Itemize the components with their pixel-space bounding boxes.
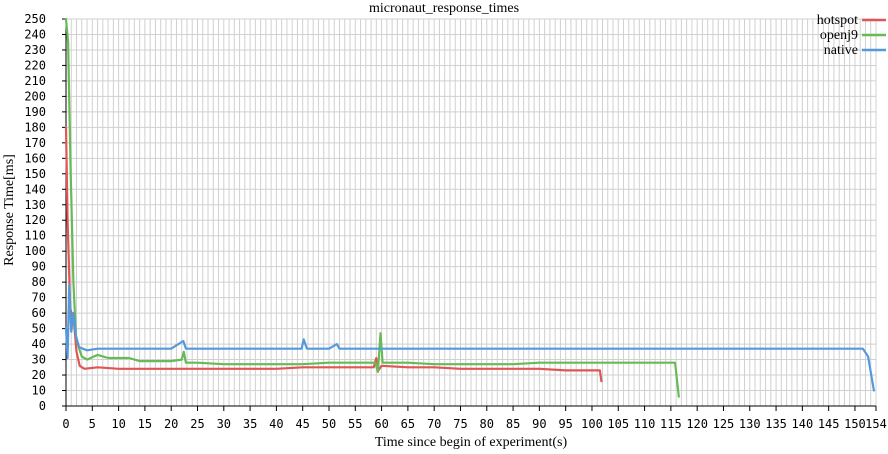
x-tick-label: 40 xyxy=(269,417,283,431)
y-tick-label: 230 xyxy=(24,43,46,57)
x-tick-label: 125 xyxy=(713,417,735,431)
x-tick-label: 120 xyxy=(686,417,708,431)
x-tick-label: 65 xyxy=(401,417,415,431)
y-tick-label: 190 xyxy=(24,105,46,119)
series-line-openj9 xyxy=(64,17,680,398)
series-line-hotspot xyxy=(64,126,603,383)
y-tick-label: 170 xyxy=(24,136,46,150)
y-tick-label: 160 xyxy=(24,151,46,165)
x-tick-label: 80 xyxy=(480,417,494,431)
y-tick-label: 120 xyxy=(24,213,46,227)
y-tick-label: 140 xyxy=(24,182,46,196)
x-tick-label: 45 xyxy=(295,417,309,431)
y-tick-label: 130 xyxy=(24,198,46,212)
x-tick-label: 25 xyxy=(190,417,204,431)
legend-label-native: native xyxy=(824,43,858,58)
chart-title: micronaut_response_times xyxy=(369,1,519,16)
legend-label-hotspot: hotspot xyxy=(817,13,858,28)
y-tick-label: 250 xyxy=(24,12,46,26)
x-tick-label: 55 xyxy=(348,417,362,431)
y-tick-label: 40 xyxy=(32,337,46,351)
x-tick-label: 70 xyxy=(427,417,441,431)
x-tick-label: 145 xyxy=(818,417,840,431)
x-tick-label: 115 xyxy=(660,417,682,431)
x-axis-ticks: 0 5 10 15 20 25 30 35 40 45 50 55 60 65 70 75 80 85 90 95 10… xyxy=(62,406,887,431)
y-tick-label: 210 xyxy=(24,74,46,88)
y-tick-label: 0 xyxy=(39,399,46,413)
x-tick-label: 130 xyxy=(739,417,761,431)
x-tick-label: 100 xyxy=(581,417,603,431)
x-tick-label: 0 xyxy=(62,417,69,431)
x-tick-label: 20 xyxy=(164,417,178,431)
y-tick-label: 30 xyxy=(32,353,46,367)
series-lines xyxy=(64,17,875,398)
legend-label-openj9: openj9 xyxy=(820,28,858,43)
y-tick-label: 220 xyxy=(24,58,46,72)
x-axis-title: Time since begin of experiment(s) xyxy=(375,435,568,450)
y-tick-label: 110 xyxy=(24,229,46,243)
x-tick-label: 35 xyxy=(243,417,257,431)
x-tick-label: 90 xyxy=(532,417,546,431)
x-tick-label: 30 xyxy=(217,417,231,431)
x-tick-label: 75 xyxy=(453,417,467,431)
x-tick-label: 154 xyxy=(865,417,887,431)
y-tick-label: 60 xyxy=(32,306,46,320)
x-tick-label: 95 xyxy=(558,417,572,431)
x-tick-label: 110 xyxy=(634,417,656,431)
x-tick-label: 50 xyxy=(322,417,336,431)
y-axis-title: Response Time[ms] xyxy=(2,154,17,266)
y-tick-label: 240 xyxy=(24,27,46,41)
x-tick-label: 105 xyxy=(607,417,629,431)
y-tick-label: 70 xyxy=(32,291,46,305)
x-tick-label: 135 xyxy=(765,417,787,431)
y-tick-label: 80 xyxy=(32,275,46,289)
y-tick-label: 90 xyxy=(32,260,46,274)
x-tick-label: 5 xyxy=(89,417,96,431)
y-tick-label: 180 xyxy=(24,120,46,134)
y-tick-label: 200 xyxy=(24,89,46,103)
y-tick-label: 10 xyxy=(32,384,46,398)
y-tick-label: 150 xyxy=(24,167,46,181)
series-line-native xyxy=(64,284,875,392)
y-tick-label: 20 xyxy=(32,368,46,382)
x-tick-label: 85 xyxy=(506,417,520,431)
x-tick-label: 140 xyxy=(792,417,814,431)
y-tick-label: 50 xyxy=(32,322,46,336)
y-tick-label: 100 xyxy=(24,244,46,258)
x-tick-label: 150 xyxy=(844,417,866,431)
x-tick-label: 10 xyxy=(111,417,125,431)
x-tick-label: 15 xyxy=(138,417,152,431)
x-tick-label: 60 xyxy=(374,417,388,431)
